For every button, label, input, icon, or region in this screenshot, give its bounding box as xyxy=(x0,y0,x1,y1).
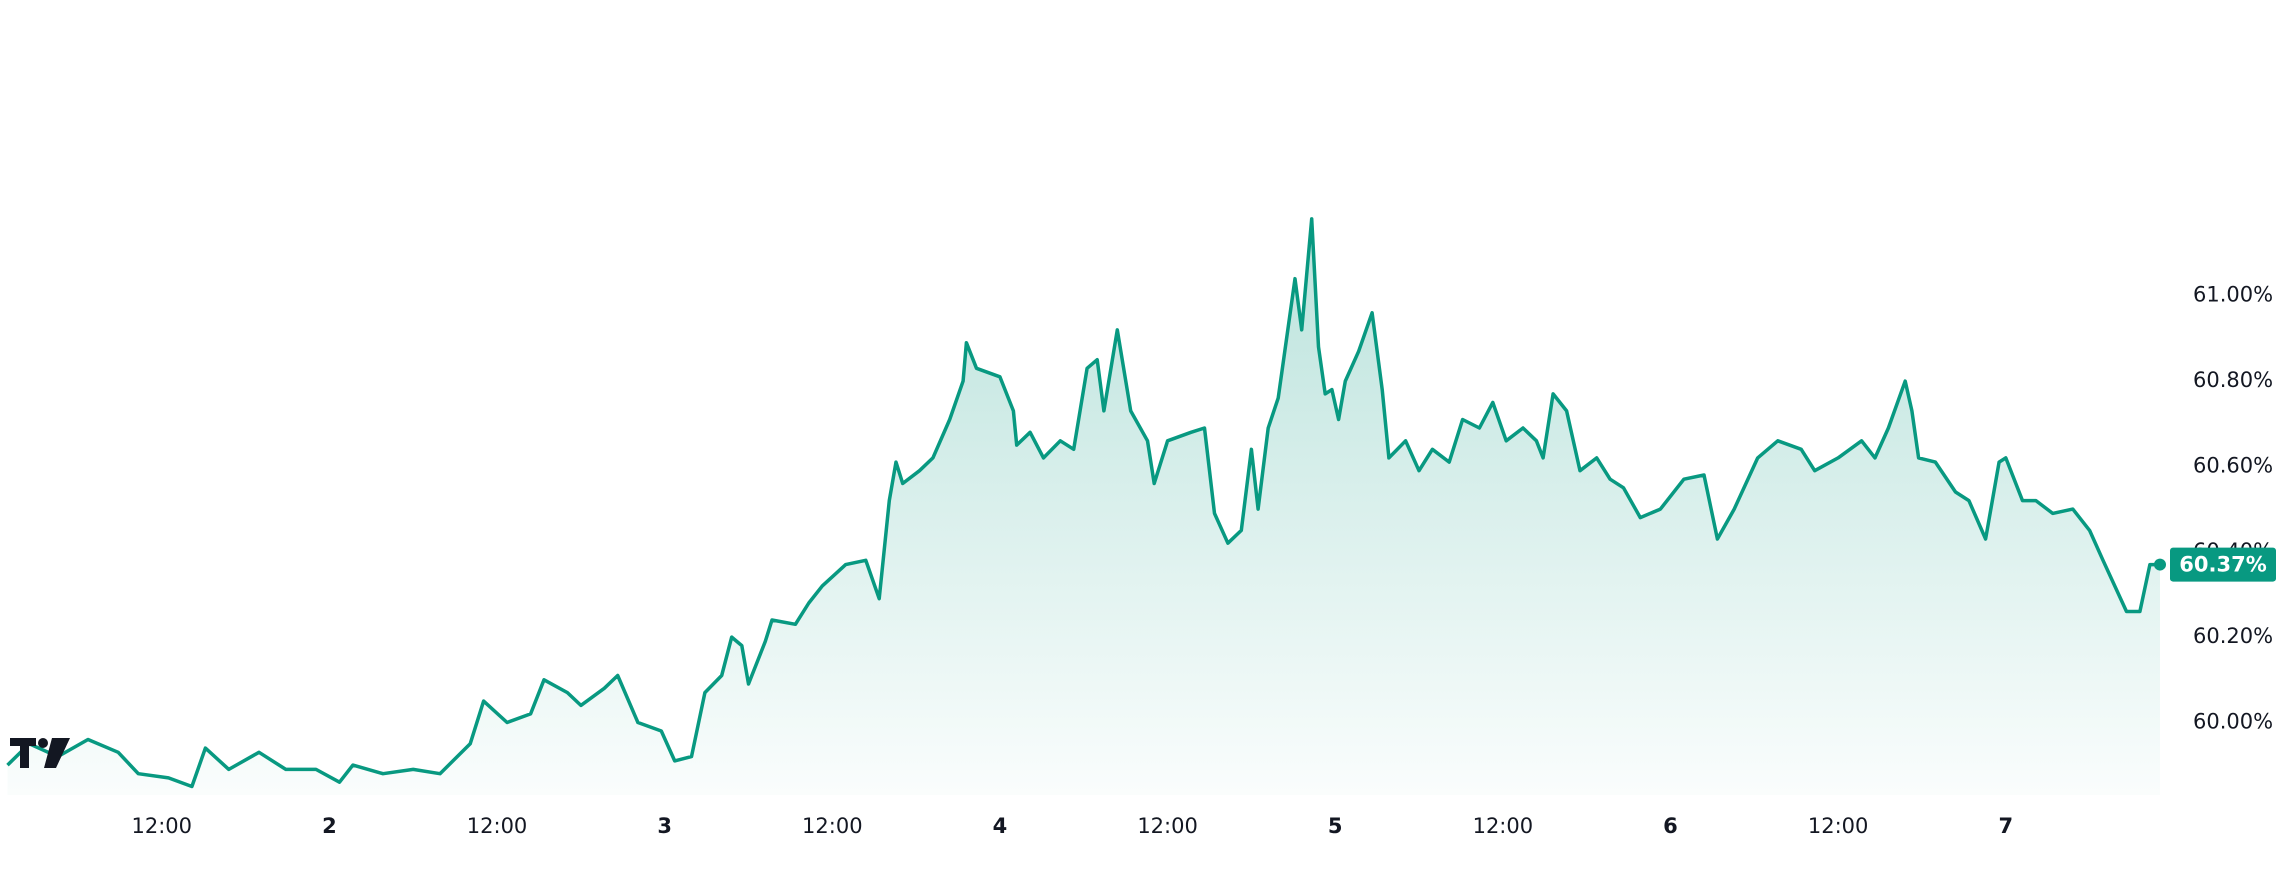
price-line xyxy=(6,217,2160,789)
x-tick-label: 12:00 xyxy=(1137,814,1198,838)
y-tick-label: 60.60% xyxy=(2193,453,2273,477)
y-tick-label: 61.00% xyxy=(2193,283,2273,307)
x-tick-label: 4 xyxy=(993,814,1008,838)
x-tick-label: 12:00 xyxy=(1473,814,1534,838)
x-tick-label: 12:00 xyxy=(132,814,193,838)
x-tick-label: 2 xyxy=(322,814,337,838)
x-tick-label: 7 xyxy=(1998,814,2013,838)
y-tick-label: 60.00% xyxy=(2193,709,2273,733)
x-tick-label: 3 xyxy=(657,814,672,838)
logo xyxy=(10,738,70,768)
plot xyxy=(6,217,2166,795)
current-value-tag xyxy=(2170,547,2276,582)
x-tick-label: 5 xyxy=(1328,814,1343,838)
y-tick-label: 60.80% xyxy=(2193,368,2273,392)
x-tick-label: 12:00 xyxy=(467,814,528,838)
last-point xyxy=(2153,558,2166,571)
x-tick-label: 12:00 xyxy=(802,814,863,838)
x-tick-label: 12:00 xyxy=(1808,814,1869,838)
current-value-label: 60.37% xyxy=(2179,553,2266,577)
area-fill xyxy=(7,218,2160,795)
y-tick-label: 60.20% xyxy=(2193,624,2273,648)
x-tick-label: 6 xyxy=(1663,814,1678,838)
